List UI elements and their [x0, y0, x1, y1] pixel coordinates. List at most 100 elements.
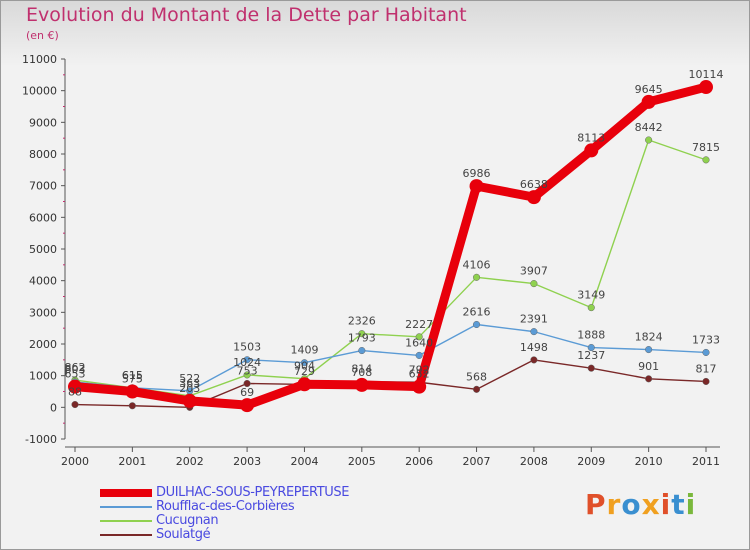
data-point — [530, 356, 538, 364]
data-point — [645, 375, 653, 383]
data-point — [71, 400, 79, 409]
legend-label: DUILHAC-SOUS-PEYREPERTUSE — [156, 485, 350, 500]
data-label: 6638 — [520, 178, 548, 191]
data-label: 10114 — [689, 68, 724, 81]
data-point — [702, 377, 710, 386]
data-point — [472, 273, 481, 281]
data-point — [354, 377, 369, 392]
chart-title: Evolution du Montant de la Dette par Hab… — [26, 4, 467, 26]
x-tick-label: 2007 — [463, 455, 491, 468]
data-label: 1409 — [290, 344, 318, 357]
data-point — [240, 398, 255, 413]
data-label: 792 — [409, 363, 430, 376]
data-label: 615 — [122, 369, 143, 382]
data-point — [415, 351, 423, 359]
x-tick-label: 2011 — [692, 455, 720, 468]
series-layer — [68, 80, 713, 413]
chart-subtitle: (en €) — [26, 29, 59, 42]
data-labels: 653 575 203 69 729 708 652 6986 6638 8113 9645 1011… — [65, 68, 724, 399]
data-point — [641, 94, 656, 109]
y-tick-label: 11000 — [22, 53, 57, 66]
data-label: 3149 — [577, 289, 605, 302]
series-line-2 — [74, 139, 707, 397]
data-point — [358, 330, 366, 338]
data-label: 652 — [409, 368, 430, 381]
logo-letter: i — [660, 488, 672, 521]
data-point — [469, 179, 484, 194]
x-tick-label: 2009 — [577, 455, 605, 468]
data-point — [358, 347, 366, 355]
x-tick-label: 2006 — [405, 455, 433, 468]
data-label: 2227 — [405, 318, 433, 331]
x-tick-label: 2002 — [176, 455, 204, 468]
legend-swatch — [100, 534, 152, 536]
data-label: 814 — [351, 363, 372, 376]
data-label: 575 — [122, 373, 143, 386]
y-tick-label: 4000 — [29, 275, 57, 288]
y-tick-label: 9000 — [29, 116, 57, 129]
data-point — [297, 377, 312, 392]
data-point — [300, 359, 309, 367]
legend-label: Soulatgé — [156, 527, 211, 542]
data-label: 1237 — [577, 349, 605, 362]
x-tick-label: 2005 — [348, 455, 376, 468]
data-point — [584, 143, 599, 158]
legend-label: Cucugnan — [156, 513, 219, 528]
data-label: 803 — [65, 363, 86, 376]
data-point — [243, 356, 251, 364]
y-tick-label: 1000 — [29, 370, 57, 383]
data-point — [645, 346, 653, 354]
data-point — [587, 304, 595, 312]
data-label: 3907 — [520, 265, 548, 278]
proxiti-logo: Proxiti — [585, 488, 696, 521]
data-label: 1024 — [233, 356, 261, 369]
y-tick-label: 5000 — [29, 243, 57, 256]
y-tick-label: -1000 — [25, 433, 57, 446]
logo-letter: t — [671, 488, 686, 521]
data-label: 753 — [237, 364, 258, 377]
x-tick-label: 2000 — [61, 455, 89, 468]
data-label: 708 — [351, 366, 372, 379]
data-point — [472, 320, 481, 329]
data-point — [243, 379, 251, 388]
data-label: 1733 — [692, 333, 720, 346]
data-label: 2326 — [348, 315, 376, 328]
data-label: 901 — [638, 360, 659, 373]
data-point — [243, 371, 251, 379]
logo-letter: P — [585, 488, 607, 521]
data-label: 9645 — [635, 83, 663, 96]
x-tick-label: 2008 — [520, 455, 548, 468]
data-point — [699, 80, 713, 95]
y-tick-label: 8000 — [29, 148, 57, 161]
y-tick-label: 2000 — [29, 338, 57, 351]
data-point — [587, 364, 595, 372]
data-label: 1498 — [520, 341, 548, 354]
series-line-1 — [74, 323, 707, 392]
y-tick-label: 3000 — [29, 306, 57, 319]
data-label: 8442 — [635, 121, 663, 134]
data-label: 862 — [65, 361, 86, 374]
data-point — [68, 379, 82, 394]
data-point — [702, 348, 710, 357]
data-point — [415, 333, 423, 341]
data-label: 2391 — [520, 313, 548, 326]
logo-letter: r — [606, 488, 622, 521]
data-label: 1793 — [348, 332, 376, 345]
y-tick-label: 0 — [50, 401, 57, 414]
data-point — [530, 328, 538, 336]
data-point — [587, 343, 595, 352]
y-tick-label: 6000 — [29, 211, 57, 224]
logo-letter: x — [641, 488, 661, 521]
x-tick-label: 2004 — [290, 455, 318, 468]
legend-swatch — [100, 520, 152, 522]
data-label: 4106 — [463, 258, 491, 271]
data-point — [125, 384, 140, 399]
x-tick-label: 2010 — [635, 455, 663, 468]
legend-label: Roufflac-des-Corbières — [156, 499, 295, 514]
data-point — [526, 190, 541, 205]
data-label: 904 — [294, 360, 315, 373]
legend-swatch — [100, 506, 152, 508]
data-label: 817 — [696, 362, 717, 375]
